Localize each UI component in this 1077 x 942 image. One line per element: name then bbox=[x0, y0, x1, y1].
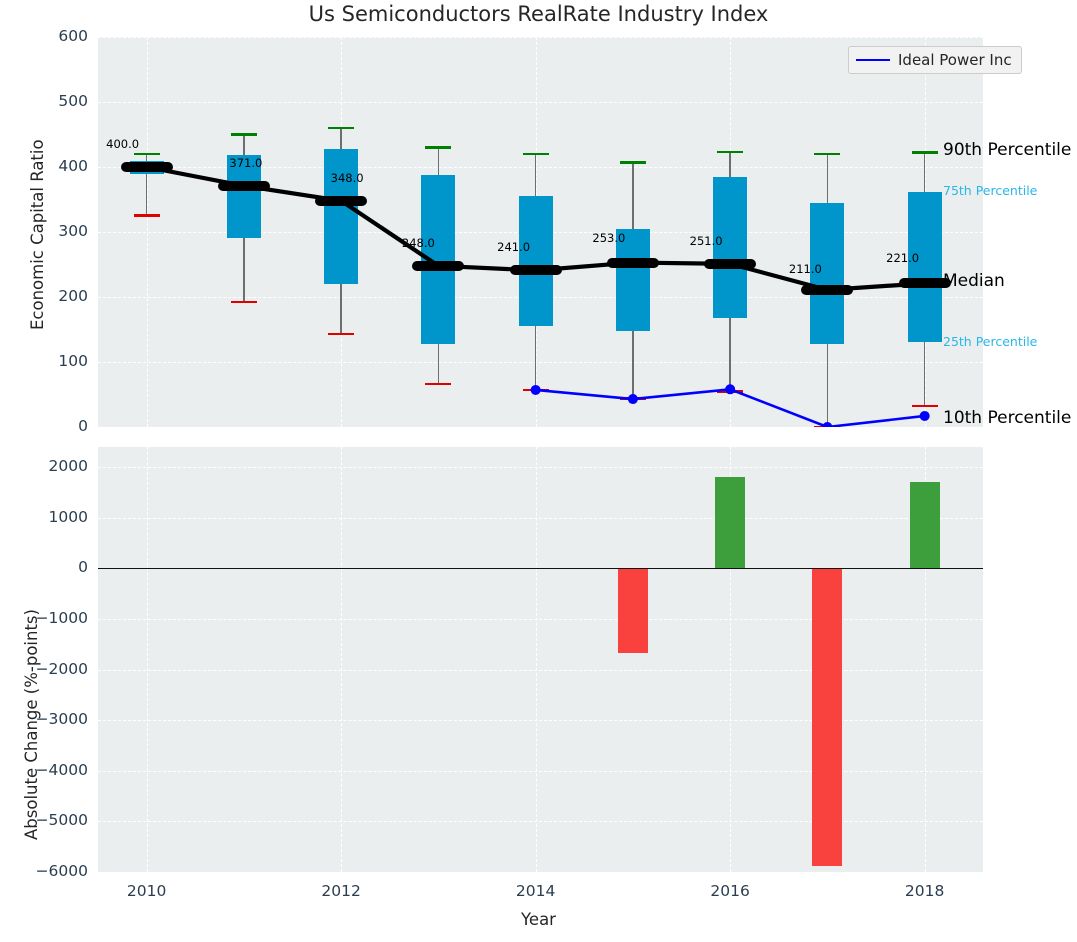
median-value-label: 221.0 bbox=[886, 251, 920, 266]
median-value-label: 253.0 bbox=[592, 230, 626, 245]
median-value-label: 348.0 bbox=[330, 170, 364, 185]
median-value-label: 371.0 bbox=[229, 155, 263, 170]
gridline-horizontal bbox=[98, 770, 983, 772]
whisker-cap-p90 bbox=[522, 152, 549, 156]
legend[interactable]: Ideal Power Inc bbox=[848, 46, 1022, 74]
gridline-vertical bbox=[535, 447, 537, 872]
bar-positive bbox=[909, 481, 940, 569]
y-axis-tick-label: 400 bbox=[58, 157, 88, 175]
gridline-vertical bbox=[341, 447, 343, 872]
whisker-cap-p10 bbox=[717, 389, 744, 393]
bar-negative bbox=[617, 568, 648, 653]
whisker-cap-p90 bbox=[911, 151, 938, 154]
gridline-vertical bbox=[730, 447, 732, 872]
whisker-cap-p90 bbox=[814, 152, 841, 156]
median-marker bbox=[509, 265, 562, 276]
y-axis-tick-label: 200 bbox=[58, 287, 88, 305]
whisker-cap-p10 bbox=[814, 425, 841, 427]
x-axis-label: Year bbox=[521, 910, 556, 929]
median-value-label: 251.0 bbox=[689, 233, 723, 248]
x-axis-tick-label: 2014 bbox=[515, 882, 556, 900]
y-axis-tick-label: −1000 bbox=[35, 609, 88, 628]
y-axis-tick-label: 300 bbox=[58, 222, 88, 240]
x-axis-tick-label: 2018 bbox=[904, 882, 945, 900]
percentile-annotation: Median bbox=[943, 271, 1005, 292]
y-axis-tick-label: 0 bbox=[78, 417, 88, 435]
panel-bottom-plot-area bbox=[98, 447, 983, 872]
whisker-cap-p10 bbox=[911, 404, 938, 408]
zero-baseline bbox=[98, 568, 983, 570]
y-axis-tick-label: −4000 bbox=[35, 760, 88, 779]
percentile-annotation: 75th Percentile bbox=[943, 182, 1038, 198]
y-axis-label-top: Economic Capital Ratio bbox=[28, 139, 47, 330]
median-marker bbox=[412, 260, 465, 271]
median-value-label: 211.0 bbox=[788, 261, 822, 276]
y-axis-tick-label: 1000 bbox=[48, 507, 88, 526]
median-marker bbox=[315, 195, 368, 206]
gridline-horizontal bbox=[98, 669, 983, 671]
box-interquartile-range bbox=[324, 148, 359, 284]
x-axis-tick-label: 2016 bbox=[710, 882, 750, 900]
gridline-horizontal bbox=[98, 362, 983, 363]
whisker-cap-p10 bbox=[619, 397, 646, 400]
bar-negative bbox=[812, 568, 843, 866]
y-axis-tick-label: 100 bbox=[58, 352, 88, 370]
y-axis-tick-label: 0 bbox=[78, 558, 88, 577]
gridline-vertical bbox=[146, 447, 148, 872]
median-value-label: 400.0 bbox=[106, 137, 140, 151]
box-interquartile-range bbox=[907, 191, 942, 343]
box-interquartile-range bbox=[421, 174, 456, 345]
panel-absolute-change bbox=[98, 447, 983, 872]
median-marker bbox=[606, 257, 659, 268]
percentile-annotation: 90th Percentile bbox=[943, 140, 1072, 161]
panel-economic-capital-ratio: 400.0 371.0 348.0 248.0 241.0 253.0 251.0 211.0… bbox=[98, 37, 983, 427]
median-marker bbox=[120, 162, 173, 172]
gridline-vertical bbox=[924, 447, 926, 872]
whisker-cap-p90 bbox=[230, 133, 257, 136]
gridline-horizontal bbox=[98, 37, 983, 38]
percentile-annotation: 10th Percentile bbox=[943, 408, 1072, 429]
percentile-annotation: 25th Percentile bbox=[943, 333, 1038, 349]
y-axis-tick-label: 600 bbox=[58, 27, 88, 45]
x-axis-tick-label: 2012 bbox=[321, 882, 361, 900]
whisker-cap-p10 bbox=[328, 332, 355, 336]
y-axis-tick-label: −5000 bbox=[35, 811, 88, 830]
whisker-cap-p10 bbox=[133, 214, 160, 218]
y-axis-tick-label: −3000 bbox=[35, 710, 88, 729]
median-value-label: 248.0 bbox=[401, 235, 435, 250]
median-value-label: 241.0 bbox=[497, 240, 531, 255]
whisker-cap-p90 bbox=[328, 126, 355, 130]
whisker-cap-p90 bbox=[717, 150, 744, 154]
gridline-horizontal bbox=[98, 619, 983, 621]
median-marker bbox=[217, 180, 270, 191]
whisker-cap-p10 bbox=[425, 382, 452, 386]
x-axis-tick-label: 2010 bbox=[126, 882, 167, 900]
y-axis-tick-label: −6000 bbox=[35, 862, 88, 880]
legend-line-swatch bbox=[856, 59, 890, 61]
gridline-horizontal bbox=[98, 720, 983, 722]
whisker-cap-p10 bbox=[522, 388, 549, 392]
whisker-cap-p90 bbox=[425, 146, 452, 149]
bar-positive bbox=[715, 477, 746, 569]
median-marker bbox=[801, 284, 854, 295]
legend-item-label: Ideal Power Inc bbox=[898, 51, 1012, 69]
y-axis-tick-label: −2000 bbox=[35, 659, 88, 678]
whisker-cap-p90 bbox=[133, 152, 160, 156]
gridline-horizontal bbox=[98, 821, 983, 823]
y-axis-tick-label: 500 bbox=[58, 92, 88, 110]
median-marker bbox=[704, 258, 757, 269]
panel-top-plot-area: 400.0 371.0 348.0 248.0 241.0 253.0 251.0 211.0… bbox=[98, 37, 983, 427]
box-interquartile-range bbox=[518, 196, 553, 327]
gridline-horizontal bbox=[98, 517, 983, 519]
chart-title: Us Semiconductors RealRate Industry Inde… bbox=[308, 2, 769, 26]
gridline-horizontal bbox=[98, 467, 983, 469]
gridline-horizontal bbox=[98, 102, 983, 103]
whisker-cap-p90 bbox=[619, 161, 646, 164]
gridline-vertical bbox=[146, 37, 148, 427]
whisker-cap-p10 bbox=[230, 300, 257, 304]
y-axis-tick-label: 2000 bbox=[48, 457, 88, 476]
